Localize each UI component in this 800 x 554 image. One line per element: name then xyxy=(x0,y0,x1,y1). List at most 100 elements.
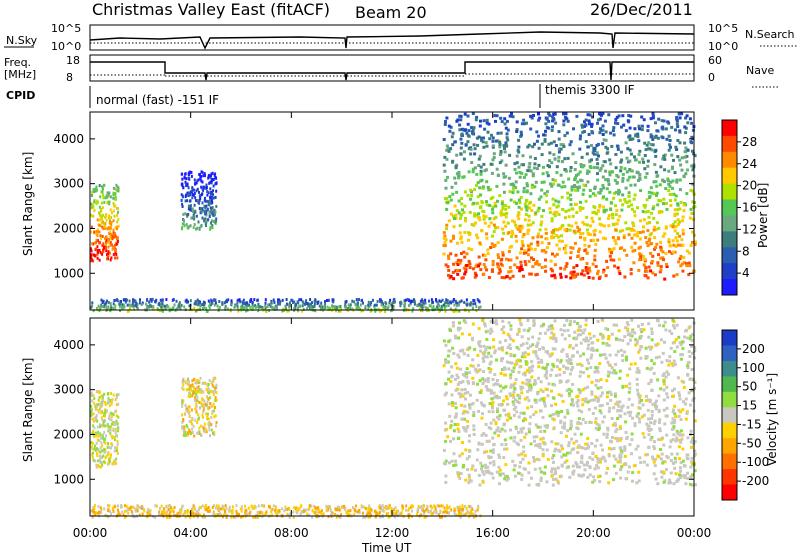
velocity-cell xyxy=(490,404,494,407)
velocity-cell xyxy=(489,449,493,453)
power-cell xyxy=(482,263,486,266)
velocity-cell xyxy=(693,419,697,423)
velocity-cell xyxy=(104,414,106,418)
power-cell xyxy=(521,235,525,239)
velocity-cell xyxy=(103,460,106,464)
velocity-cell xyxy=(505,397,509,401)
velocity-cell xyxy=(472,414,476,417)
velocity-cell xyxy=(178,512,181,516)
power-cell xyxy=(453,204,457,208)
velocity-cell xyxy=(679,461,683,465)
power-cell xyxy=(645,143,649,147)
velocity-cell xyxy=(657,394,661,398)
velocity-cell xyxy=(440,504,443,508)
power-cell xyxy=(475,213,479,217)
power-cell xyxy=(286,309,289,313)
power-cell xyxy=(519,260,523,264)
power-cell xyxy=(614,204,617,208)
velocity-cell xyxy=(100,394,103,398)
power-cell xyxy=(550,128,554,132)
power-cell xyxy=(553,276,557,280)
velocity-cell xyxy=(157,512,160,516)
velocity-cell xyxy=(159,513,162,517)
power-cell xyxy=(501,227,505,231)
cpid-panel: CPID normal (fast) -151 IF themis 3300 I… xyxy=(6,83,635,108)
velocity-cell xyxy=(92,394,95,397)
velocity-cell xyxy=(495,322,499,326)
power-cell xyxy=(637,246,641,250)
power-cell xyxy=(116,240,119,243)
power-cell xyxy=(521,244,525,248)
power-cell xyxy=(645,198,649,202)
power-cell xyxy=(684,116,688,120)
cpid-label: CPID xyxy=(6,89,35,102)
power-cell xyxy=(452,262,456,266)
power-cell xyxy=(598,112,601,116)
power-cell xyxy=(481,185,485,189)
velocity-cell xyxy=(393,515,396,519)
velocity-cell xyxy=(136,507,139,511)
power-cell xyxy=(632,261,636,265)
power-cell xyxy=(104,240,107,244)
velocity-cell xyxy=(487,367,491,370)
velocity-cell xyxy=(181,504,184,508)
power-cell xyxy=(463,204,467,208)
velocity-cell xyxy=(284,507,287,511)
power-cell xyxy=(370,301,373,304)
power-cell xyxy=(466,114,470,118)
power-cell xyxy=(120,300,122,303)
velocity-cell xyxy=(637,350,641,354)
power-cell xyxy=(647,147,651,151)
velocity-cell xyxy=(482,370,485,373)
power-cell xyxy=(181,202,184,206)
power-cell xyxy=(353,300,356,304)
power-cell xyxy=(605,187,609,191)
power-cell xyxy=(205,306,208,310)
power-cell xyxy=(559,173,563,177)
power-cell xyxy=(100,303,103,307)
power-cell xyxy=(678,158,682,162)
power-cell xyxy=(101,244,104,247)
power-cell xyxy=(116,225,119,229)
power-cell xyxy=(665,137,669,141)
velocity-cell xyxy=(454,401,457,405)
power-cell xyxy=(586,271,590,275)
power-cell xyxy=(630,203,633,207)
power-cell xyxy=(400,301,403,305)
power-cell xyxy=(204,212,207,216)
velocity-cell xyxy=(516,393,520,397)
power-cell xyxy=(284,306,287,310)
power-cell xyxy=(98,230,101,234)
velocity-cell xyxy=(159,506,161,510)
power-cell xyxy=(525,190,529,194)
power-cell xyxy=(691,200,695,204)
power-cell xyxy=(442,231,446,235)
velocity-cell xyxy=(593,370,597,374)
power-cell xyxy=(112,209,115,213)
power-cell xyxy=(210,210,213,214)
power-cell xyxy=(651,254,655,258)
power-cell xyxy=(540,153,544,157)
power-cell xyxy=(537,263,541,267)
velocity-cell xyxy=(487,439,491,443)
power-cell xyxy=(374,309,377,313)
power-cell xyxy=(691,230,695,234)
velocity-cell xyxy=(105,434,107,438)
power-cell xyxy=(526,206,530,210)
power-cell xyxy=(123,304,126,308)
velocity-cell xyxy=(530,405,534,409)
velocity-cell xyxy=(543,401,547,405)
power-cell xyxy=(359,303,362,307)
power-cell xyxy=(92,253,95,257)
power-cell xyxy=(522,163,525,167)
power-cell xyxy=(191,193,194,196)
power-cell xyxy=(103,200,106,204)
power-cell xyxy=(393,297,396,301)
power-cell xyxy=(444,178,448,182)
power-cell xyxy=(178,301,181,305)
velocity-cell xyxy=(103,431,106,435)
power-cell xyxy=(533,247,537,251)
power-cell xyxy=(690,240,694,244)
power-cell xyxy=(487,188,491,192)
